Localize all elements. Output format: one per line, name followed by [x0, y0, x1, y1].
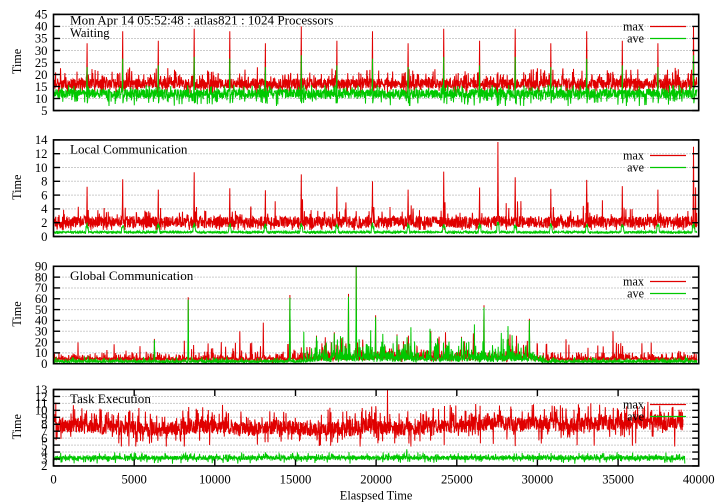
svg-text:ave: ave — [627, 287, 644, 301]
svg-text:10000: 10000 — [199, 473, 231, 487]
svg-text:Elaspsed Time: Elaspsed Time — [340, 489, 413, 503]
svg-text:10: 10 — [35, 404, 48, 418]
svg-text:20000: 20000 — [360, 473, 392, 487]
svg-text:4: 4 — [41, 202, 48, 216]
svg-text:5000: 5000 — [122, 473, 147, 487]
svg-text:2: 2 — [41, 459, 47, 473]
svg-text:25000: 25000 — [441, 473, 473, 487]
svg-text:35: 35 — [35, 32, 48, 46]
svg-text:20: 20 — [35, 335, 48, 349]
svg-text:10: 10 — [35, 92, 48, 106]
svg-text:80: 80 — [35, 270, 48, 284]
svg-text:40000: 40000 — [683, 473, 715, 487]
svg-text:ave: ave — [627, 32, 644, 46]
svg-text:4: 4 — [41, 445, 48, 459]
svg-text:5: 5 — [41, 104, 47, 118]
svg-text:40: 40 — [35, 20, 48, 34]
svg-text:12: 12 — [35, 147, 48, 161]
svg-text:60: 60 — [35, 292, 48, 306]
svg-text:Time: Time — [10, 175, 24, 200]
svg-text:15: 15 — [35, 80, 48, 94]
svg-text:Time: Time — [10, 49, 24, 74]
svg-text:45: 45 — [35, 8, 48, 22]
svg-text:8: 8 — [41, 418, 47, 432]
svg-text:0: 0 — [50, 473, 56, 487]
svg-text:10: 10 — [35, 161, 48, 175]
svg-text:11: 11 — [35, 397, 47, 411]
svg-text:Time: Time — [10, 301, 24, 326]
svg-text:Mon Apr 14 05:52:48 : atlas821: Mon Apr 14 05:52:48 : atlas821 : 1024 Pr… — [70, 13, 333, 28]
svg-text:7: 7 — [41, 425, 47, 439]
svg-text:Waiting: Waiting — [70, 26, 110, 40]
svg-text:ave: ave — [627, 161, 644, 175]
svg-text:30: 30 — [35, 325, 48, 339]
svg-text:25: 25 — [35, 56, 48, 70]
svg-text:9: 9 — [41, 411, 47, 425]
svg-text:14: 14 — [35, 133, 48, 147]
svg-text:max: max — [623, 398, 644, 412]
svg-text:10: 10 — [35, 346, 48, 360]
svg-text:8: 8 — [41, 175, 47, 189]
svg-text:6: 6 — [41, 431, 47, 445]
svg-text:6: 6 — [41, 188, 47, 202]
svg-text:Global Communication: Global Communication — [70, 268, 194, 283]
svg-text:max: max — [623, 149, 644, 163]
svg-text:90: 90 — [35, 260, 48, 274]
svg-text:0: 0 — [41, 357, 47, 371]
svg-text:30: 30 — [35, 44, 48, 58]
svg-text:30000: 30000 — [522, 473, 554, 487]
svg-text:13: 13 — [35, 383, 48, 397]
svg-text:70: 70 — [35, 281, 48, 295]
svg-text:15000: 15000 — [280, 473, 312, 487]
svg-text:40: 40 — [35, 314, 48, 328]
svg-text:ave: ave — [627, 410, 644, 424]
svg-text:Local Communication: Local Communication — [70, 142, 188, 157]
svg-text:Task Execution: Task Execution — [70, 391, 151, 406]
svg-text:max: max — [623, 20, 644, 34]
svg-text:3: 3 — [41, 452, 47, 466]
svg-text:max: max — [623, 275, 644, 289]
svg-text:0: 0 — [41, 230, 47, 244]
svg-text:20: 20 — [35, 68, 48, 82]
svg-text:50: 50 — [35, 303, 48, 317]
svg-text:12: 12 — [35, 390, 48, 404]
svg-text:Time: Time — [10, 414, 24, 439]
svg-text:2: 2 — [41, 216, 47, 230]
svg-text:5: 5 — [41, 438, 47, 452]
svg-text:35000: 35000 — [602, 473, 634, 487]
